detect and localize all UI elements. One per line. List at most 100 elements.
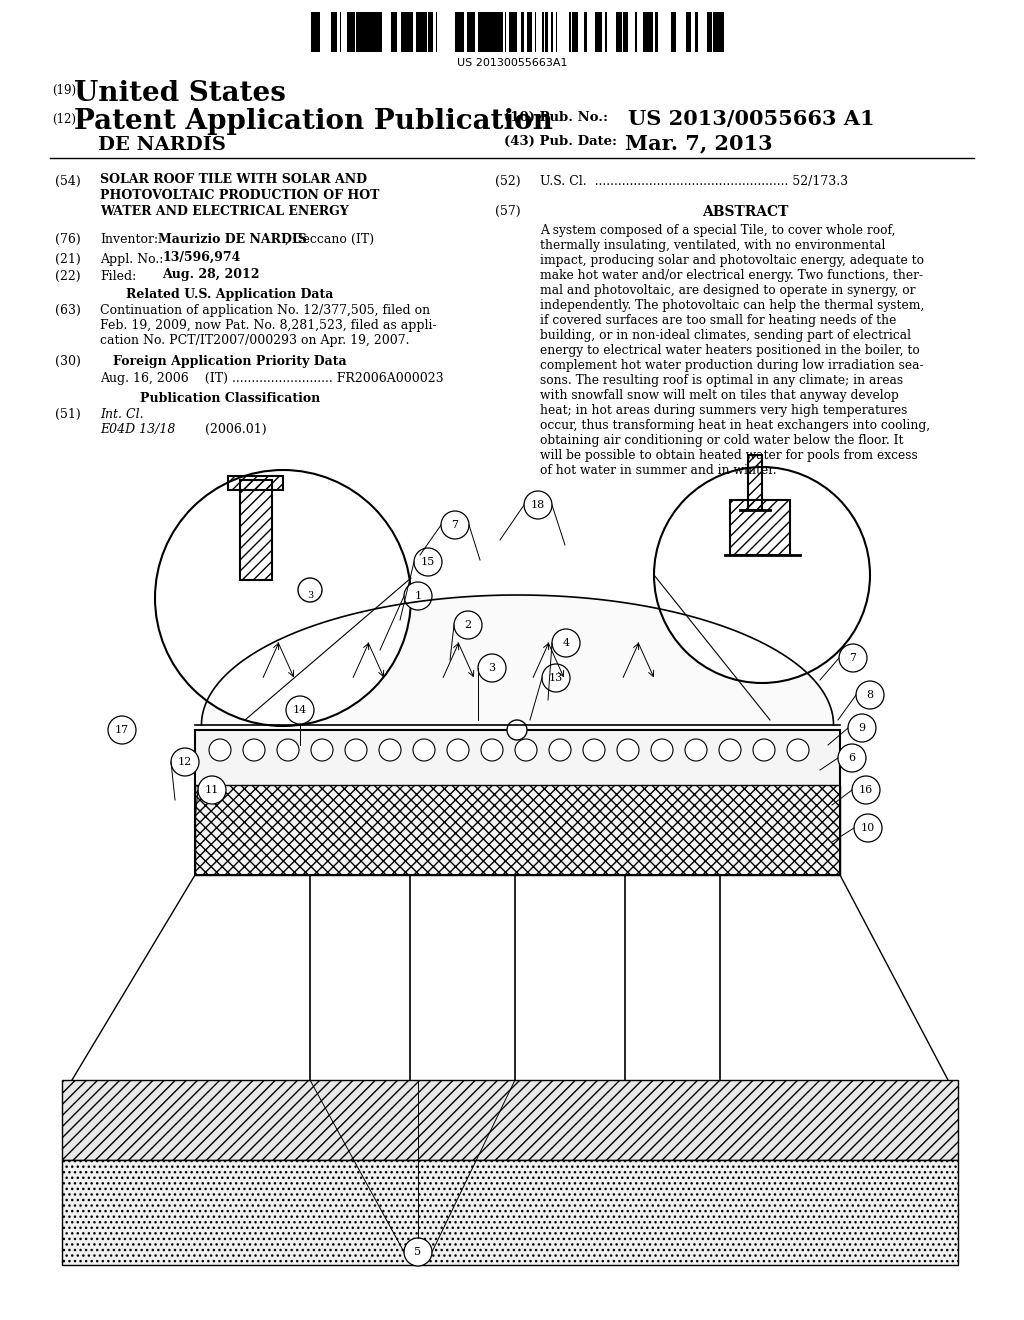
Text: (12): (12) bbox=[52, 114, 76, 125]
Bar bbox=[531, 12, 535, 51]
Bar bbox=[718, 12, 719, 51]
Text: (22): (22) bbox=[55, 271, 81, 282]
Bar bbox=[695, 12, 698, 51]
Text: WATER AND ELECTRICAL ENERGY: WATER AND ELECTRICAL ENERGY bbox=[100, 205, 349, 218]
Text: 17: 17 bbox=[115, 725, 129, 735]
Text: 13/596,974: 13/596,974 bbox=[162, 251, 241, 264]
Bar bbox=[382, 12, 386, 51]
Bar bbox=[489, 12, 494, 51]
Circle shape bbox=[719, 739, 741, 762]
Text: Related U.S. Application Data: Related U.S. Application Data bbox=[126, 288, 334, 301]
Bar bbox=[449, 12, 452, 51]
Circle shape bbox=[583, 739, 605, 762]
Circle shape bbox=[478, 653, 506, 682]
Circle shape bbox=[441, 511, 469, 539]
Text: (51): (51) bbox=[55, 408, 81, 421]
Bar bbox=[357, 12, 360, 51]
Bar bbox=[494, 12, 497, 51]
Circle shape bbox=[839, 644, 867, 672]
Text: (54): (54) bbox=[55, 176, 81, 187]
Bar bbox=[508, 12, 509, 51]
Bar bbox=[410, 12, 412, 51]
Text: PHOTOVOLTAIC PRODUCTION OF HOT: PHOTOVOLTAIC PRODUCTION OF HOT bbox=[100, 189, 379, 202]
Circle shape bbox=[414, 548, 442, 576]
Bar bbox=[452, 12, 454, 51]
Bar bbox=[707, 12, 710, 51]
Bar bbox=[195, 785, 840, 875]
Bar bbox=[483, 12, 486, 51]
Bar bbox=[240, 480, 272, 579]
Bar bbox=[331, 12, 335, 51]
Bar bbox=[318, 12, 319, 51]
Text: 11: 11 bbox=[205, 785, 219, 795]
Bar bbox=[326, 12, 331, 51]
Text: E04D 13/18: E04D 13/18 bbox=[100, 422, 175, 436]
Bar bbox=[398, 12, 401, 51]
Text: Aug. 28, 2012: Aug. 28, 2012 bbox=[162, 268, 259, 281]
Bar bbox=[435, 12, 437, 51]
Bar bbox=[587, 12, 589, 51]
Bar bbox=[362, 12, 367, 51]
Bar bbox=[545, 12, 548, 51]
Circle shape bbox=[651, 739, 673, 762]
Text: Patent Application Publication: Patent Application Publication bbox=[74, 108, 553, 135]
Circle shape bbox=[524, 491, 552, 519]
Bar bbox=[62, 1080, 958, 1160]
Bar bbox=[341, 12, 347, 51]
Bar bbox=[648, 12, 650, 51]
Bar bbox=[516, 12, 518, 51]
Bar bbox=[603, 12, 605, 51]
Circle shape bbox=[286, 696, 314, 723]
Bar bbox=[676, 12, 677, 51]
Bar bbox=[564, 12, 567, 51]
Bar bbox=[441, 12, 446, 51]
Circle shape bbox=[171, 748, 199, 776]
Bar bbox=[567, 12, 569, 51]
Circle shape bbox=[753, 739, 775, 762]
Bar bbox=[584, 12, 587, 51]
Bar bbox=[716, 12, 718, 51]
Bar bbox=[628, 12, 632, 51]
Bar bbox=[650, 12, 653, 51]
Bar bbox=[477, 12, 479, 51]
Bar bbox=[474, 12, 477, 51]
Text: Appl. No.:: Appl. No.: bbox=[100, 253, 164, 267]
Circle shape bbox=[552, 630, 580, 657]
Bar bbox=[578, 12, 584, 51]
Bar bbox=[690, 12, 692, 51]
Bar bbox=[497, 12, 500, 51]
Text: (57): (57) bbox=[495, 205, 520, 218]
Bar bbox=[367, 12, 370, 51]
Bar bbox=[662, 12, 668, 51]
Bar bbox=[595, 12, 599, 51]
Bar bbox=[515, 12, 516, 51]
Text: 4: 4 bbox=[562, 638, 569, 648]
Bar bbox=[511, 12, 515, 51]
Bar bbox=[519, 12, 521, 51]
Bar bbox=[748, 455, 762, 510]
Circle shape bbox=[454, 611, 482, 639]
Bar bbox=[419, 12, 422, 51]
Bar bbox=[354, 12, 356, 51]
Circle shape bbox=[108, 715, 136, 744]
Circle shape bbox=[542, 664, 570, 692]
Bar bbox=[618, 12, 622, 51]
Text: ABSTRACT: ABSTRACT bbox=[701, 205, 788, 219]
Circle shape bbox=[617, 739, 639, 762]
Text: Publication Classification: Publication Classification bbox=[140, 392, 321, 405]
Bar bbox=[467, 12, 471, 51]
Bar bbox=[335, 12, 337, 51]
Bar bbox=[602, 12, 603, 51]
Text: (30): (30) bbox=[55, 355, 81, 368]
Bar bbox=[455, 12, 457, 51]
Bar bbox=[657, 12, 660, 51]
Text: 3: 3 bbox=[307, 590, 313, 599]
Bar bbox=[698, 12, 705, 51]
Bar bbox=[617, 12, 618, 51]
Circle shape bbox=[854, 814, 882, 842]
Circle shape bbox=[209, 739, 231, 762]
Text: 8: 8 bbox=[866, 690, 873, 700]
Bar bbox=[374, 12, 376, 51]
Text: 6: 6 bbox=[849, 752, 856, 763]
Bar bbox=[319, 12, 326, 51]
